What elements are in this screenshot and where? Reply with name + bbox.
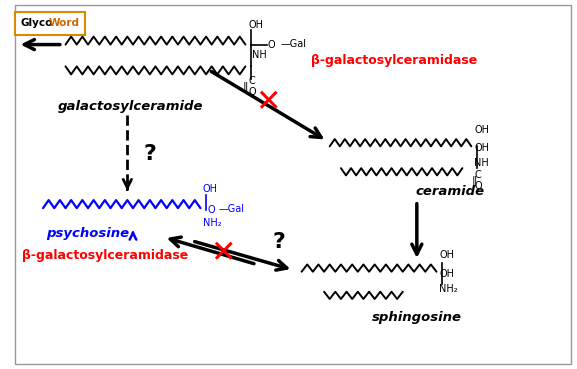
- Text: β-galactosylceramidase: β-galactosylceramidase: [22, 249, 188, 262]
- Text: ?: ?: [144, 144, 156, 163]
- Text: OH: OH: [474, 143, 489, 153]
- Text: OH: OH: [203, 184, 218, 194]
- Text: sphingosine: sphingosine: [372, 311, 462, 324]
- Text: NH: NH: [474, 158, 489, 168]
- Text: —Gal: —Gal: [219, 204, 245, 214]
- Text: ?: ?: [273, 232, 286, 252]
- Text: C: C: [248, 76, 255, 86]
- Text: NH₂: NH₂: [439, 284, 458, 294]
- Text: ✕: ✕: [210, 239, 235, 268]
- Text: Word: Word: [48, 18, 80, 28]
- Text: C: C: [474, 170, 481, 180]
- Text: OH: OH: [439, 251, 454, 261]
- Text: O: O: [474, 181, 482, 191]
- Text: OH: OH: [439, 269, 454, 279]
- Text: β-galactosylceramidase: β-galactosylceramidase: [311, 55, 478, 68]
- Text: NH: NH: [252, 51, 267, 61]
- FancyBboxPatch shape: [15, 12, 85, 35]
- Text: ‖: ‖: [242, 81, 248, 92]
- Text: O: O: [207, 205, 215, 215]
- Text: ✕: ✕: [255, 88, 280, 117]
- Text: Glyco: Glyco: [21, 18, 53, 28]
- Text: O: O: [268, 39, 275, 49]
- Text: OH: OH: [474, 125, 489, 135]
- Text: OH: OH: [248, 20, 263, 30]
- Text: ceramide: ceramide: [416, 185, 485, 198]
- Text: galactosylceramide: galactosylceramide: [57, 100, 203, 113]
- Text: psychosine: psychosine: [46, 227, 130, 240]
- Text: ‖: ‖: [471, 175, 477, 186]
- Text: O: O: [248, 87, 256, 97]
- Text: NH₂: NH₂: [203, 218, 222, 228]
- Text: —Gal: —Gal: [280, 39, 306, 49]
